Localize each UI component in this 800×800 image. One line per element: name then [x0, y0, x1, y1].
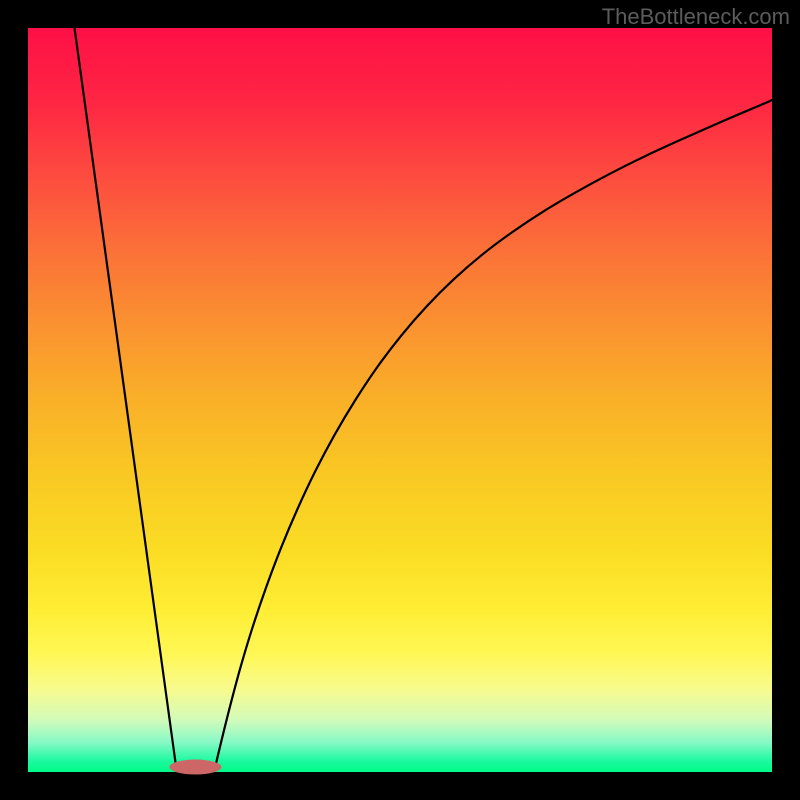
bottleneck-chart: TheBottleneck.com [0, 0, 800, 800]
chart-gradient-background [28, 28, 772, 772]
optimal-point-marker [169, 760, 221, 775]
watermark-text: TheBottleneck.com [602, 4, 790, 30]
chart-svg [0, 0, 800, 800]
